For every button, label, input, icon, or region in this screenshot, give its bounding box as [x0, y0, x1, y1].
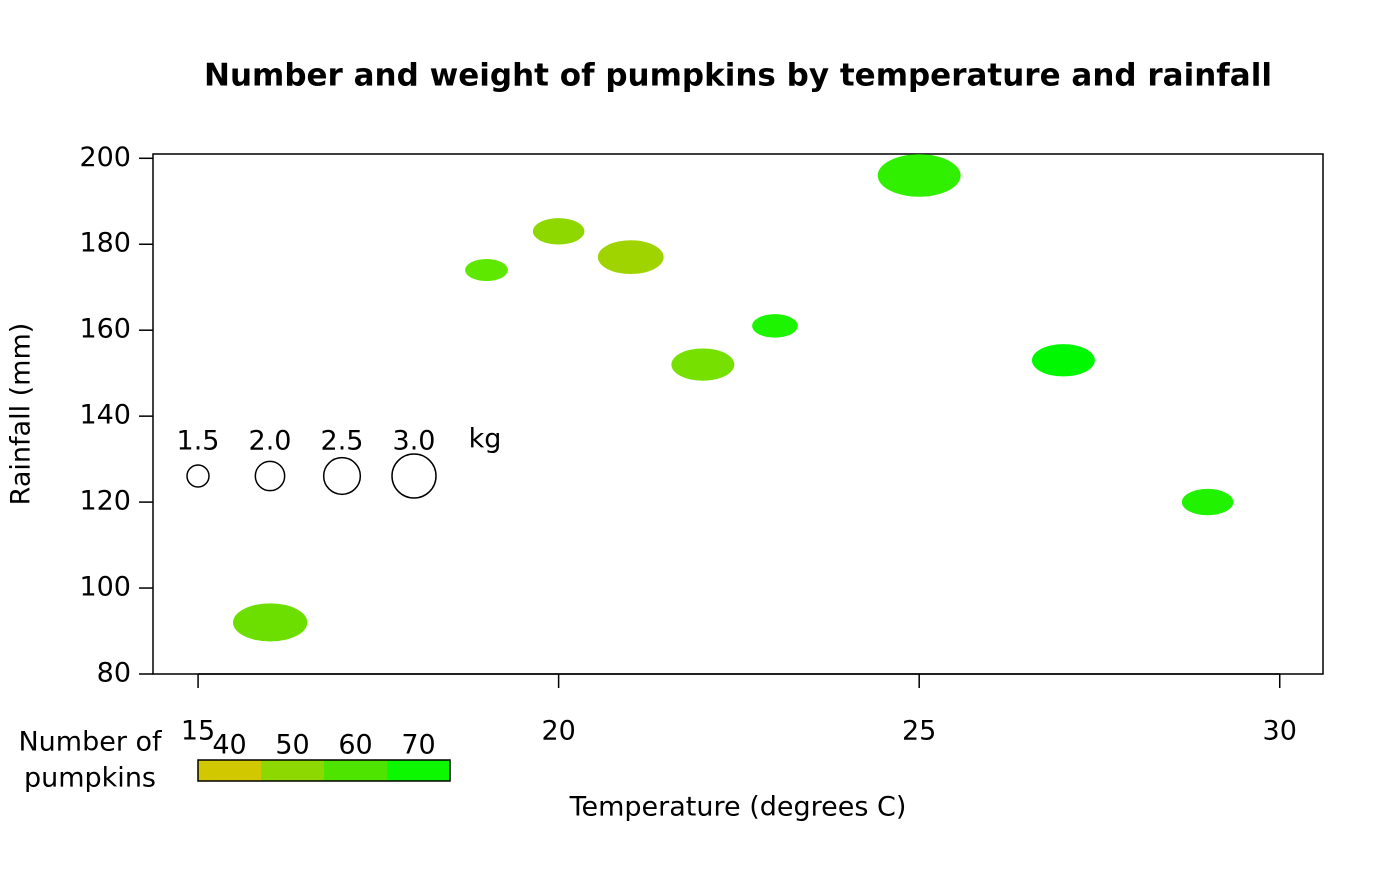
- y-tick-label: 200: [79, 142, 131, 173]
- bubble: [671, 348, 735, 381]
- y-axis-label: Rainfall (mm): [6, 323, 37, 506]
- size-legend-label: 3.0: [393, 426, 436, 457]
- size-legend-circle: [391, 453, 437, 499]
- y-tick-label: 80: [97, 658, 131, 689]
- bubble: [752, 314, 798, 338]
- y-tick-label: 180: [79, 228, 131, 259]
- bubble: [532, 218, 585, 245]
- color-legend-label: 60: [338, 730, 372, 761]
- y-tick-label: 100: [79, 572, 131, 603]
- bubble: [232, 603, 308, 642]
- color-legend-title: Number of: [18, 727, 163, 758]
- x-tick-label: 30: [1263, 716, 1297, 747]
- y-tick-label: 160: [79, 314, 131, 345]
- color-legend-label: 70: [401, 730, 435, 761]
- size-legend-label: 1.5: [177, 426, 220, 457]
- bubble: [465, 259, 508, 282]
- chart-title: Number and weight of pumpkins by tempera…: [204, 58, 1272, 94]
- color-legend-swatch: [387, 760, 450, 781]
- color-legend-frame: [197, 759, 451, 782]
- size-legend-unit: kg: [469, 424, 502, 455]
- size-legend-label: 2.0: [249, 426, 292, 457]
- x-tick-label: 25: [902, 716, 936, 747]
- color-legend-label: 40: [212, 730, 246, 761]
- size-legend-circle: [254, 460, 286, 492]
- bubble: [1031, 344, 1095, 377]
- color-legend-swatch: [198, 760, 261, 781]
- bubble: [1181, 488, 1234, 516]
- y-tick-label: 140: [79, 400, 131, 431]
- size-legend-circle: [322, 456, 362, 496]
- x-tick-label: 20: [541, 716, 575, 747]
- x-axis-label: Temperature (degrees C): [569, 792, 907, 823]
- size-legend-circle: [186, 464, 210, 488]
- bubble: [877, 154, 961, 197]
- x-tick-label: 15: [181, 716, 215, 747]
- plot-frame: [152, 153, 1324, 675]
- color-legend-title: pumpkins: [24, 763, 156, 794]
- color-legend-swatch: [261, 760, 324, 781]
- bubble: [597, 240, 664, 275]
- size-legend-label: 2.5: [321, 426, 364, 457]
- color-legend-label: 50: [275, 730, 309, 761]
- y-tick-label: 120: [79, 486, 131, 517]
- color-legend-swatch: [324, 760, 387, 781]
